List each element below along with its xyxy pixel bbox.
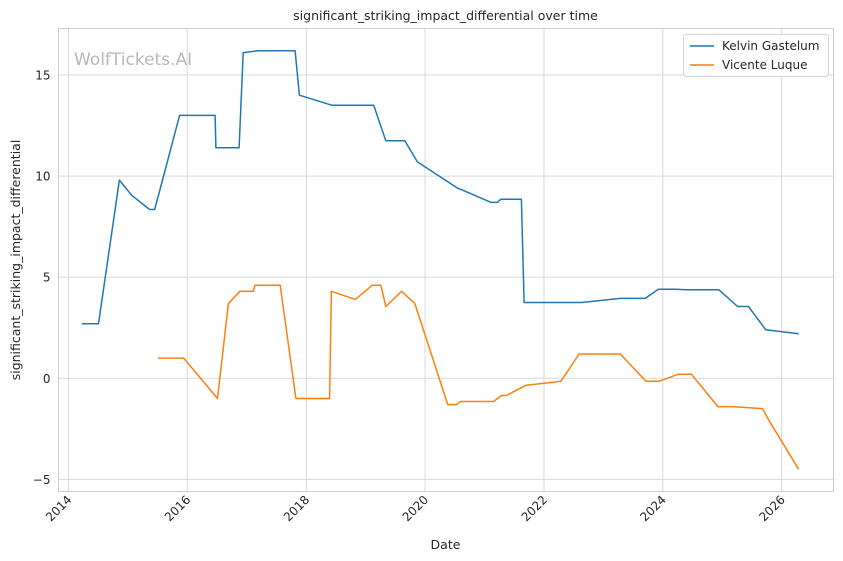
legend-label-kelvin-gastelum: Kelvin Gastelum bbox=[722, 39, 819, 53]
legend-label-vicente-luque: Vicente Luque bbox=[722, 58, 807, 72]
y-tick-label: 10 bbox=[35, 170, 50, 184]
plot-frame bbox=[58, 28, 834, 492]
series-layer bbox=[81, 49, 800, 470]
y-axis-label: significant_striking_impact_differential bbox=[8, 140, 23, 381]
y-tick-label: 0 bbox=[43, 372, 51, 386]
grid-lines bbox=[58, 28, 834, 492]
chart-title: significant_striking_impact_differential… bbox=[293, 8, 598, 23]
y-tick-label: 5 bbox=[43, 271, 51, 285]
y-tick-label: 15 bbox=[35, 69, 50, 83]
legend: Kelvin Gastelum Vicente Luque bbox=[683, 34, 829, 77]
legend-box bbox=[683, 34, 829, 77]
x-axis-label: Date bbox=[431, 537, 461, 552]
watermark: WolfTickets.AI bbox=[74, 50, 192, 70]
y-tick-label: −5 bbox=[33, 473, 51, 487]
series-line-kelvin-gastelum bbox=[81, 49, 799, 335]
series-line-vicente-luque bbox=[157, 284, 800, 470]
